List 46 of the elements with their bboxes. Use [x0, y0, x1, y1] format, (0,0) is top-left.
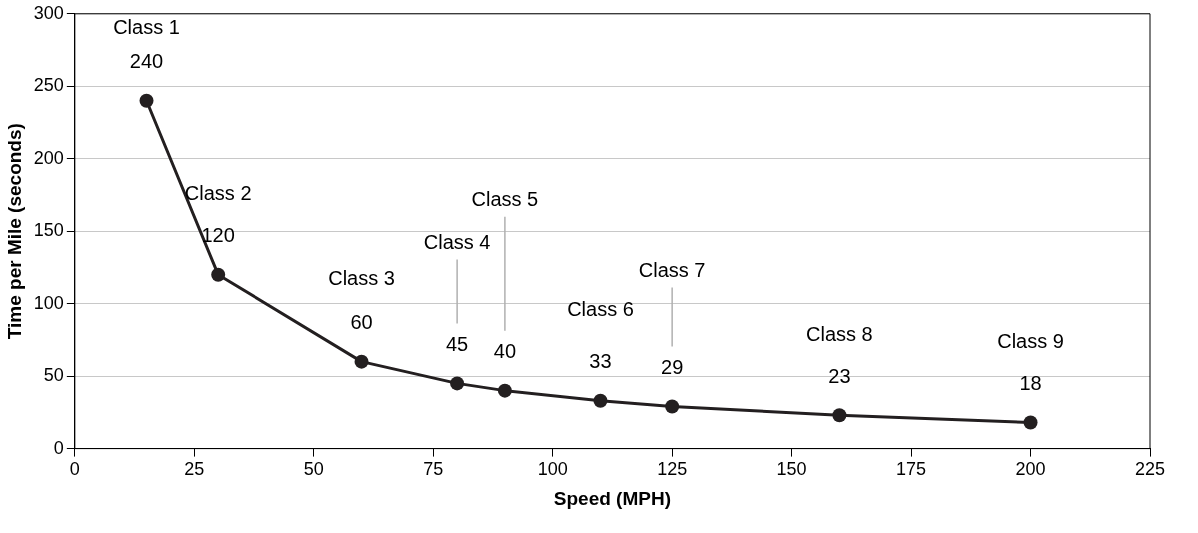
annotation: Class 5: [471, 188, 539, 211]
data-label: 18: [1019, 372, 1042, 395]
data-label: 60: [350, 311, 373, 334]
x-tick-label: 75: [423, 459, 444, 480]
y-tick-label: 200: [33, 147, 64, 168]
point: [450, 376, 465, 391]
y-axis-title: Time per Mile (seconds): [3, 123, 25, 340]
point: [1023, 415, 1038, 430]
annotation: Class 7: [638, 259, 706, 282]
x-tick-label: 125: [657, 459, 688, 480]
annotation: Class 8: [806, 322, 873, 345]
y-tick-label: 250: [33, 75, 64, 96]
point: [497, 383, 512, 398]
x-tick-label: 100: [537, 459, 568, 480]
point: [139, 93, 154, 108]
x-tick-label: 175: [896, 459, 927, 480]
point: [211, 267, 226, 282]
point: [665, 399, 680, 414]
annotation: Class 2: [184, 182, 252, 205]
annotation: Class 6: [567, 298, 634, 321]
y-tick-label: 50: [43, 365, 64, 386]
point: [832, 408, 847, 423]
data-label: 33: [589, 350, 612, 373]
annotation: Class 1: [113, 16, 180, 39]
x-tick-label: 225: [1134, 459, 1166, 480]
data-label: 23: [828, 364, 851, 387]
data-label: 120: [201, 224, 235, 247]
x-tick-label: 200: [1015, 459, 1046, 480]
y-tick-label: 300: [33, 2, 64, 23]
point: [593, 393, 608, 408]
data-label: 40: [493, 340, 517, 363]
y-tick-label: 150: [33, 220, 64, 241]
data-label: 29: [661, 356, 684, 379]
data-label: 45: [445, 332, 469, 355]
point: [354, 354, 369, 369]
y-tick-label: 0: [53, 437, 64, 458]
y-tick-label: 100: [33, 292, 64, 313]
x-axis-title: Speed (MPH): [553, 487, 672, 509]
x-tick-label: 0: [69, 459, 80, 480]
x-tick-label: 150: [776, 459, 807, 480]
data-label: 240: [129, 50, 164, 73]
annotation: Class 4: [423, 230, 491, 253]
annotation: Class 3: [328, 267, 395, 290]
annotation: Class 9: [997, 330, 1064, 353]
x-tick-label: 25: [184, 459, 205, 480]
x-tick-label: 50: [303, 459, 324, 480]
